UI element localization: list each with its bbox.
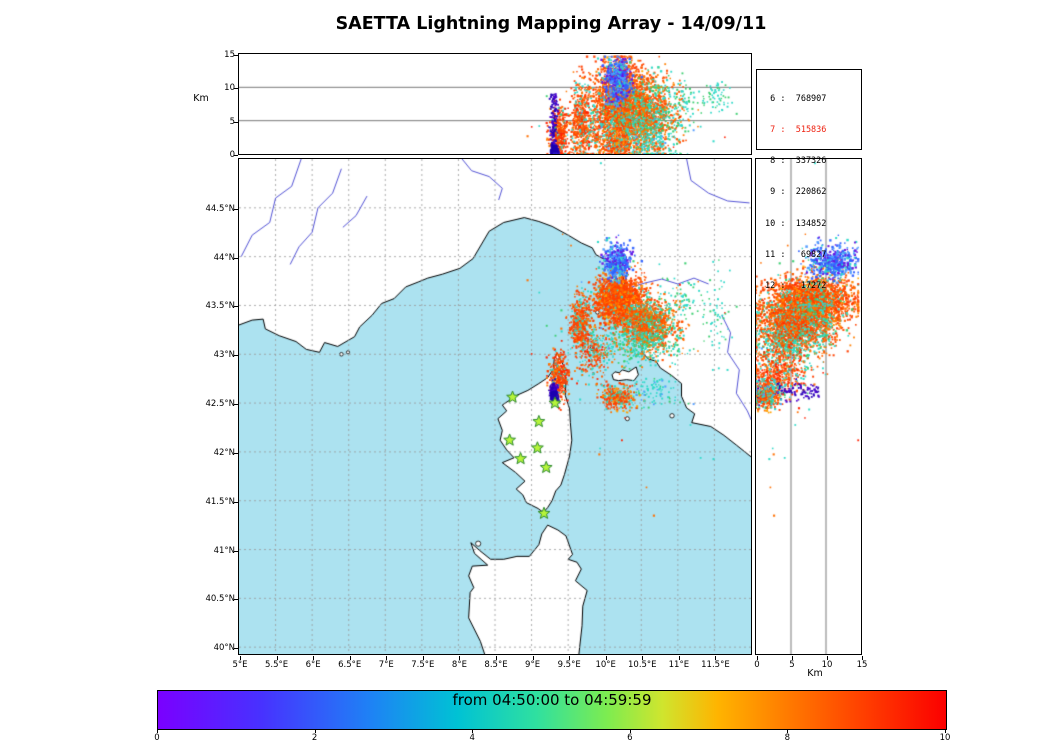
lat-tick-label: 41.5°N — [205, 496, 235, 507]
altitude-tick-label: 0 — [229, 150, 235, 160]
altitude-longitude-panel — [238, 53, 752, 155]
tick-mark — [459, 656, 461, 660]
lat-tick-label: 43°N — [213, 350, 235, 361]
tick-mark — [787, 729, 789, 733]
altitude-tick-label: 5 — [789, 660, 795, 670]
tick-mark — [386, 656, 388, 660]
tick-mark — [234, 121, 238, 123]
lon-tick-label: 10.5°E — [628, 660, 657, 670]
tick-mark — [234, 550, 238, 552]
tick-mark — [678, 656, 680, 660]
tick-mark — [240, 656, 241, 660]
lon-tick-label: 11.5°E — [701, 660, 730, 670]
colorbar-tick-label: 6 — [627, 733, 633, 743]
right-panel-axis-label: Km — [807, 668, 823, 679]
lon-tick-label: 11°E — [668, 660, 690, 670]
tick-mark — [422, 656, 424, 660]
colorbar-tick-label: 0 — [154, 733, 160, 743]
altitude-tick-label: 15 — [856, 660, 868, 670]
tick-mark — [234, 306, 238, 308]
tick-mark — [234, 404, 238, 406]
lat-tick-label: 43.5°N — [205, 301, 235, 312]
legend-row: 7 : 515836 — [765, 125, 827, 136]
colorbar-tick-label: 2 — [311, 733, 318, 743]
lat-tick-label: 42°N — [213, 447, 235, 458]
lon-tick-label: 5°E — [232, 660, 248, 670]
tick-mark — [234, 452, 238, 454]
lon-tick-label: 9.5°E — [557, 660, 581, 670]
tick-mark — [234, 648, 238, 650]
altitude-tick-label: 15 — [224, 50, 235, 60]
tick-mark — [234, 155, 238, 156]
altitude-latitude-canvas — [756, 159, 861, 654]
altitude-longitude-canvas — [239, 54, 751, 154]
altitude-tick-label: 10 — [821, 660, 833, 670]
tick-mark — [532, 656, 534, 660]
lon-tick-label: 8°E — [451, 660, 467, 670]
lat-tick-label: 41°N — [213, 545, 235, 556]
lat-tick-label: 44.5°N — [205, 203, 235, 214]
tick-mark — [605, 656, 607, 660]
colorbar-tick-label: 4 — [469, 733, 475, 743]
altitude-tick-label: 0 — [754, 660, 760, 670]
tick-mark — [629, 729, 631, 733]
map-panel — [238, 158, 752, 655]
map-canvas — [239, 159, 751, 654]
legend-row: 6 : 768907 — [765, 93, 827, 104]
altitude-tick-label: 10 — [224, 83, 235, 94]
tick-mark — [945, 729, 946, 733]
tick-mark — [496, 656, 497, 660]
top-panel-axis-label: Km — [193, 93, 209, 104]
legend-row: 8 : 337326 — [765, 156, 827, 167]
tick-mark — [313, 656, 315, 660]
lon-tick-label: 8.5°E — [484, 660, 508, 670]
tick-mark — [276, 656, 278, 660]
tick-mark — [715, 656, 717, 660]
colorbar-tick-label: 8 — [784, 733, 791, 743]
tick-mark — [234, 355, 238, 357]
tick-mark — [862, 656, 863, 660]
lon-tick-label: 10°E — [595, 660, 616, 670]
tick-mark — [314, 729, 316, 733]
tick-mark — [349, 656, 351, 660]
legend-row: 10 : 134852 — [765, 218, 827, 229]
tick-mark — [757, 656, 758, 660]
colorbar-tick-label: 10 — [939, 733, 951, 743]
lon-tick-label: 6°E — [305, 660, 321, 670]
tick-mark — [234, 55, 238, 56]
tick-mark — [827, 656, 828, 660]
tick-mark — [234, 88, 238, 90]
altitude-latitude-panel — [755, 158, 862, 655]
lat-tick-label: 40°N — [213, 643, 235, 654]
tick-mark — [157, 729, 158, 733]
legend-row: 9 : 220862 — [765, 187, 827, 198]
time-colorbar: from 04:50:00 to 04:59:59 — [157, 690, 947, 730]
station-counts-legend: 6 : 768907 7 : 515836 8 : 337326 9 : 220… — [756, 69, 862, 291]
tick-mark — [792, 656, 793, 660]
legend-row: 12 : 17272 — [765, 281, 827, 292]
tick-mark — [569, 656, 571, 660]
tick-mark — [234, 208, 238, 210]
legend-row: 11 : 69827 — [765, 249, 827, 260]
tick-mark — [642, 656, 644, 660]
lat-tick-label: 40.5°N — [205, 594, 235, 605]
lat-tick-label: 44°N — [213, 252, 235, 263]
lon-tick-label: 6.5°E — [338, 660, 362, 670]
colorbar-label: from 04:50:00 to 04:59:59 — [452, 691, 652, 709]
tick-mark — [234, 501, 238, 503]
altitude-tick-label: 5 — [229, 116, 235, 127]
lon-tick-label: 7°E — [378, 660, 394, 670]
lat-tick-label: 42.5°N — [205, 399, 235, 410]
tick-mark — [234, 599, 238, 601]
tick-mark — [472, 729, 474, 733]
figure-title: SAETTA Lightning Mapping Array - 14/09/1… — [335, 14, 767, 34]
lon-tick-label: 9°E — [525, 660, 541, 670]
tick-mark — [234, 257, 238, 259]
lon-tick-label: 7.5°E — [411, 660, 435, 670]
lon-tick-label: 5.5°E — [264, 660, 289, 670]
